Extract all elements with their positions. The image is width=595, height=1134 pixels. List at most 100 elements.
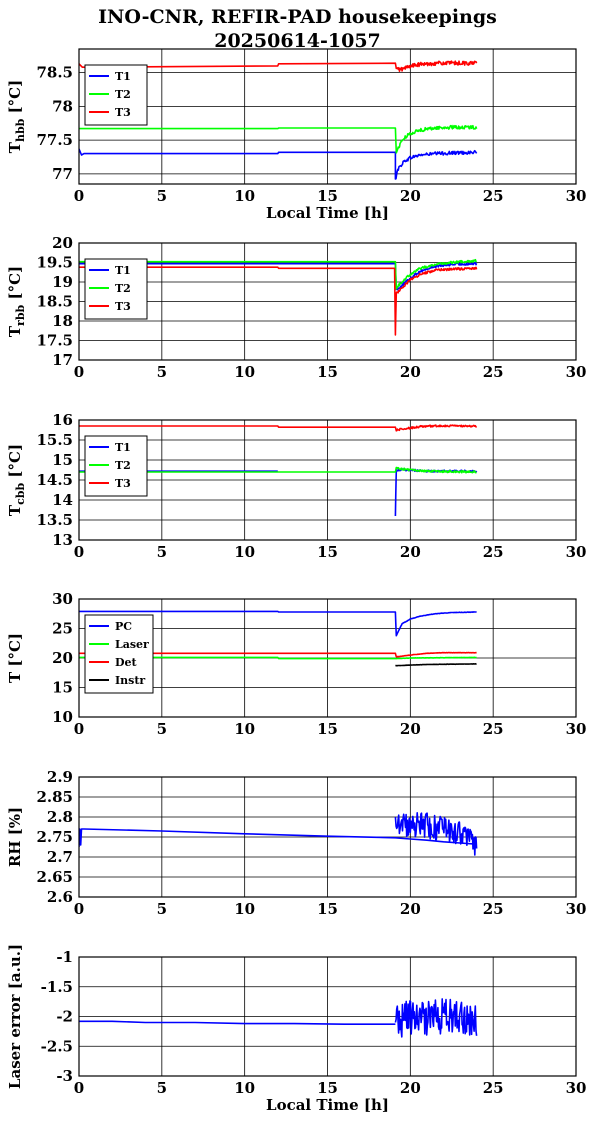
y-tick-label: 15 <box>52 679 73 697</box>
x-axis-label: Local Time [h] <box>266 1096 389 1114</box>
series-line-laser <box>79 656 477 660</box>
x-tick-label: 25 <box>483 900 504 918</box>
y-tick-label: -2.5 <box>41 1037 73 1055</box>
x-tick-label: 5 <box>157 1079 167 1097</box>
series-line-t3 <box>79 266 478 336</box>
y-axis-label: T [°C] <box>6 633 24 683</box>
chart-title-line2: 20250614-1057 <box>214 30 381 52</box>
y-tick-label: 17.5 <box>36 332 73 350</box>
y-tick-label: 18.5 <box>36 293 73 311</box>
series-group <box>79 424 478 517</box>
y-tick-label: 20 <box>52 234 73 252</box>
x-tick-label: 0 <box>74 900 84 918</box>
x-tick-label: 30 <box>566 1079 587 1097</box>
y-axis-label: Laser error [a.u.] <box>6 944 24 1089</box>
y-tick-label: 77.5 <box>36 131 73 149</box>
x-tick-label: 10 <box>234 187 255 205</box>
x-tick-label: 15 <box>317 543 338 561</box>
y-tick-label: 2.9 <box>47 768 73 786</box>
series-line <box>79 1020 396 1025</box>
x-tick-label: 0 <box>74 720 84 738</box>
series-line-t3 <box>79 60 478 72</box>
legend-label: Laser <box>115 638 149 651</box>
series-group <box>79 998 478 1038</box>
x-tick-label: 25 <box>483 543 504 561</box>
legend-label: T1 <box>115 70 131 83</box>
y-axis-label: Trbb [°C] <box>6 266 27 337</box>
y-tick-label: 19 <box>52 273 73 291</box>
series-group <box>79 610 477 667</box>
x-tick-label: 20 <box>400 187 421 205</box>
chart-panel-1: 0 5 10 15 20 25 30 77 77.5 78 78.5 T1 T2 T3 Thbb [°C] L… <box>6 48 587 222</box>
y-tick-label: 18 <box>52 312 73 330</box>
legend-label: T2 <box>115 88 131 101</box>
x-tick-label: 30 <box>566 363 587 381</box>
legend-label: T1 <box>115 441 131 454</box>
plot-frame <box>78 956 577 1077</box>
series-line <box>79 828 477 848</box>
series-group <box>79 812 478 856</box>
chart-panel-4: 0 5 10 15 20 25 30 10 15 20 25 30 PC Laser Det Instr T [… <box>6 590 586 738</box>
x-tick-label: 15 <box>317 187 338 205</box>
y-axis-label: Thbb [°C] <box>6 80 27 153</box>
x-tick-label: 20 <box>400 363 421 381</box>
series-line <box>394 998 478 1038</box>
chart-panel-5: 0 5 10 15 20 25 30 2.6 2.65 2.7 2.75 2.8 2.85 2.9 RH [… <box>6 768 586 918</box>
x-tick-label: 15 <box>317 1079 338 1097</box>
series-group <box>79 258 478 336</box>
y-tick-label: 2.75 <box>36 828 73 846</box>
y-tick-label: 78 <box>52 97 73 115</box>
x-tick-label: 25 <box>483 363 504 381</box>
series-line <box>394 812 478 856</box>
x-tick-label: 15 <box>317 900 338 918</box>
x-tick-label: 25 <box>483 187 504 205</box>
series-line-t1 <box>79 261 478 291</box>
y-tick-label: 16 <box>52 411 73 429</box>
x-tick-label: 10 <box>234 543 255 561</box>
x-tick-label: 15 <box>317 720 338 738</box>
x-tick-label: 20 <box>400 1079 421 1097</box>
series-line-t2 <box>79 466 477 474</box>
x-tick-label: 30 <box>566 543 587 561</box>
x-tick-label: 20 <box>400 720 421 738</box>
x-tick-label: 5 <box>157 187 167 205</box>
series-line-pc <box>79 610 477 637</box>
plot-frame <box>78 48 577 185</box>
plot-frame <box>78 242 577 361</box>
x-tick-label: 0 <box>74 187 84 205</box>
y-tick-label: 10 <box>52 708 73 726</box>
x-tick-label: 15 <box>317 363 338 381</box>
y-tick-label: -1.5 <box>41 978 73 996</box>
legend-label: T3 <box>115 477 131 490</box>
x-axis-label: Local Time [h] <box>266 204 389 222</box>
series-group <box>79 60 478 180</box>
x-tick-label: 0 <box>74 363 84 381</box>
x-tick-label: 0 <box>74 543 84 561</box>
y-tick-label: 20 <box>52 649 73 667</box>
y-tick-label: 2.8 <box>47 808 73 826</box>
x-tick-label: 30 <box>566 900 587 918</box>
x-tick-label: 30 <box>566 187 587 205</box>
y-tick-label: 15 <box>52 451 73 469</box>
x-tick-label: 25 <box>483 720 504 738</box>
x-tick-label: 10 <box>234 363 255 381</box>
x-tick-label: 30 <box>566 720 587 738</box>
x-tick-label: 20 <box>400 900 421 918</box>
series-line-t2 <box>79 124 478 154</box>
y-tick-label: 13.5 <box>36 511 73 529</box>
legend-label: T3 <box>115 300 131 313</box>
plot-frame <box>78 776 577 898</box>
plot-frame <box>78 419 577 541</box>
y-tick-label: 2.6 <box>47 888 73 906</box>
x-tick-label: 20 <box>400 543 421 561</box>
y-axis-label: RH [%] <box>6 807 24 867</box>
y-tick-label: 14 <box>52 491 73 509</box>
y-tick-label: 2.65 <box>36 868 73 886</box>
y-tick-label: -1 <box>56 948 73 966</box>
x-tick-label: 0 <box>74 1079 84 1097</box>
y-tick-label: 17 <box>52 351 73 369</box>
y-tick-label: 30 <box>52 590 73 608</box>
series-line-t2 <box>79 258 477 290</box>
chart-panel-6: 0 5 10 15 20 25 30 -3 -2.5 -2 -1.5 -1 Laser error [a… <box>6 944 586 1114</box>
